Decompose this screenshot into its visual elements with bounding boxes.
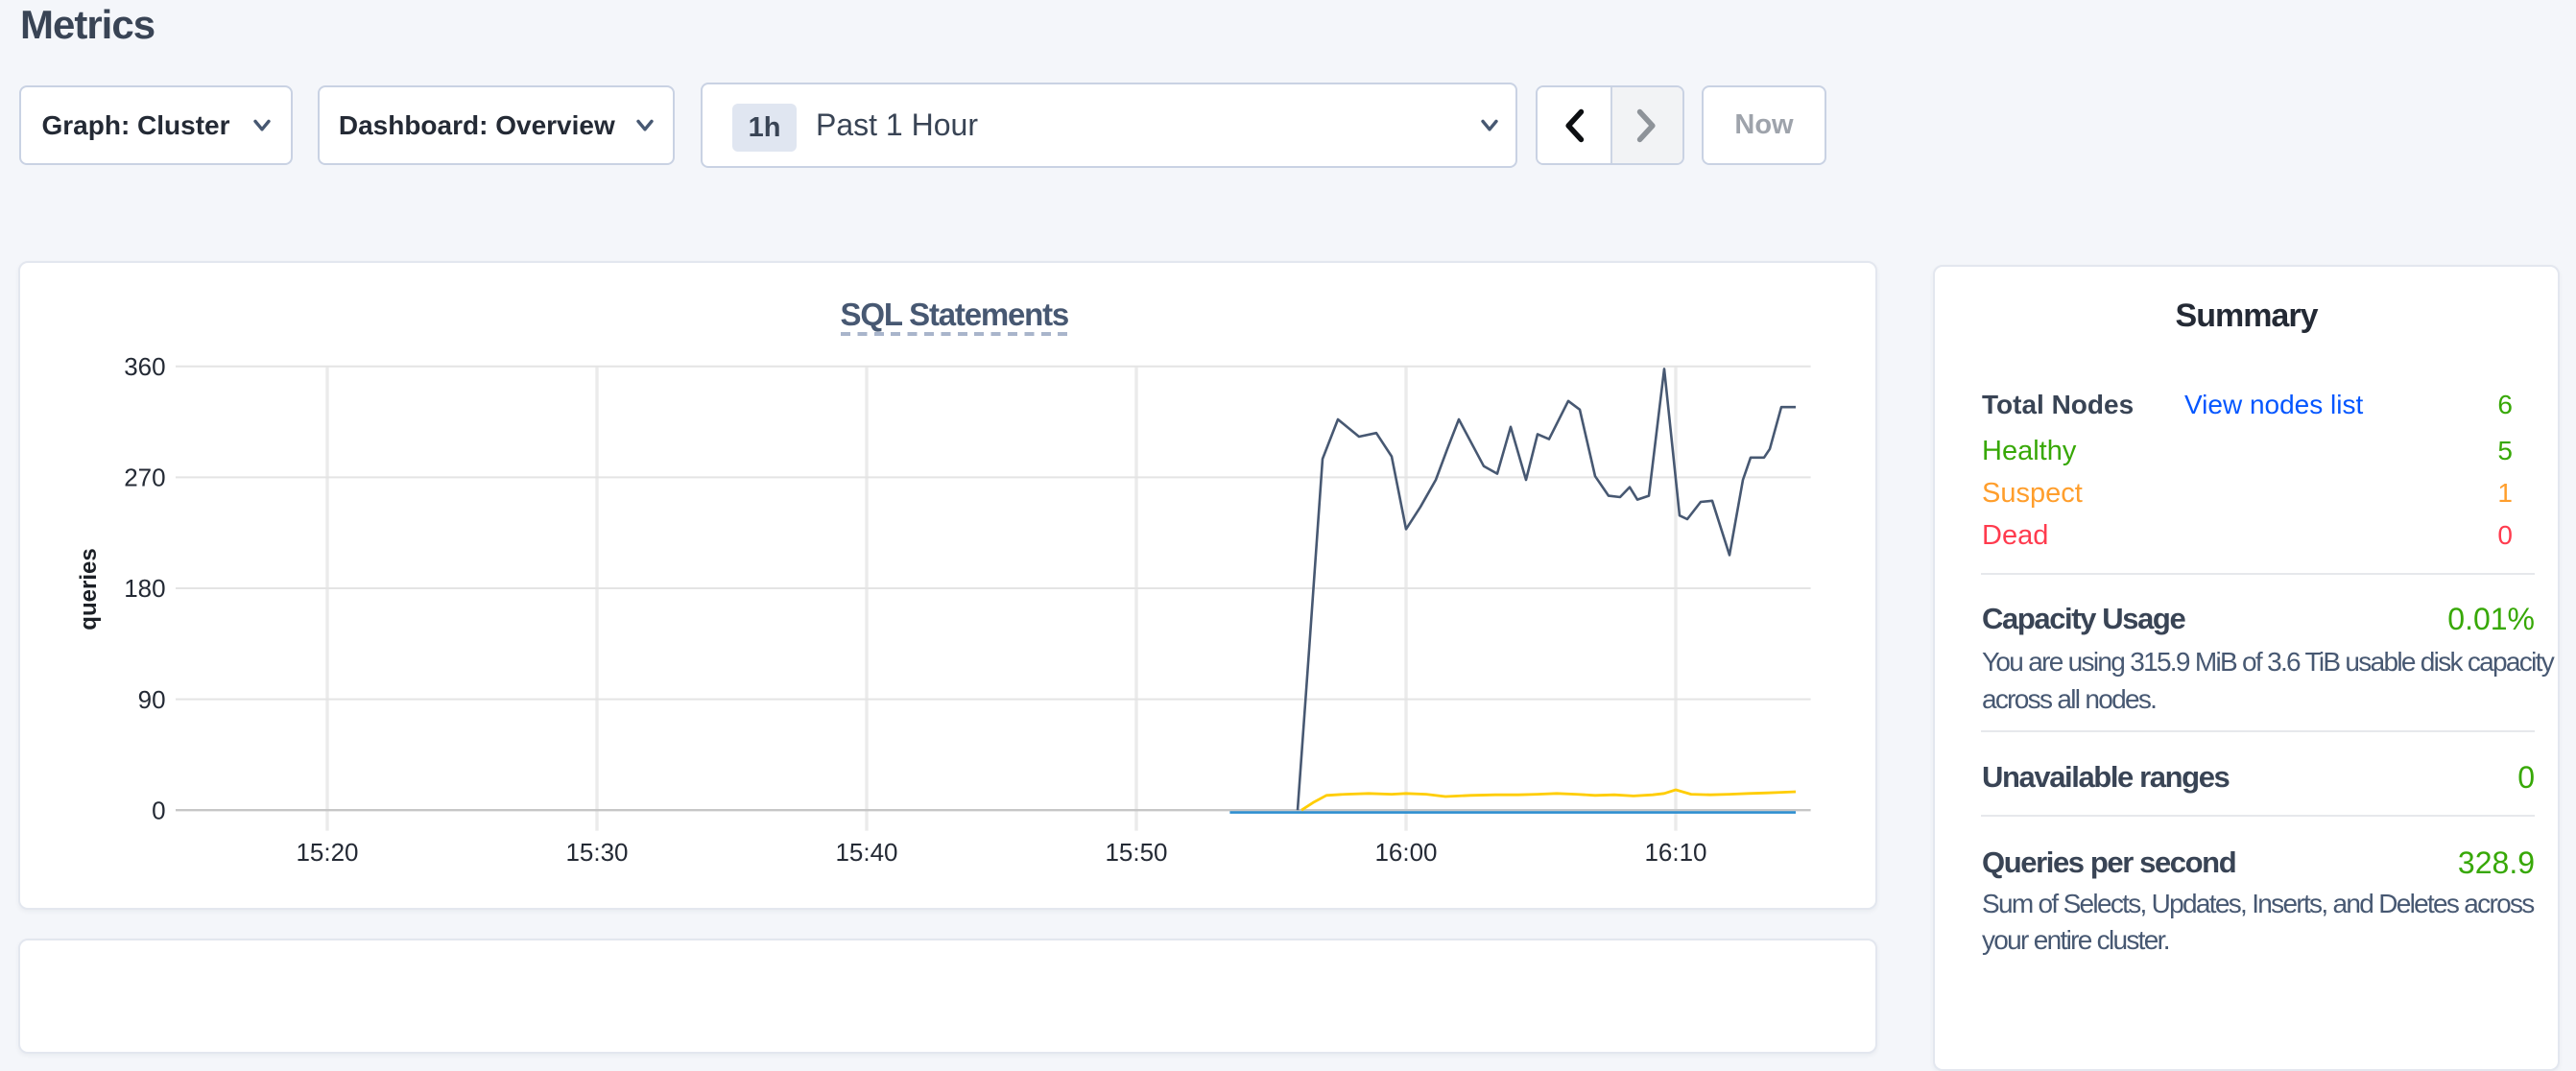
svg-text:270: 270 [124, 464, 165, 492]
svg-text:90: 90 [138, 685, 166, 714]
svg-text:15:20: 15:20 [296, 838, 358, 867]
svg-text:360: 360 [124, 352, 165, 381]
svg-text:180: 180 [124, 575, 165, 604]
svg-text:15:50: 15:50 [1105, 838, 1167, 867]
svg-text:15:30: 15:30 [565, 838, 628, 867]
svg-text:queries: queries [76, 549, 102, 631]
svg-text:16:00: 16:00 [1374, 838, 1437, 867]
svg-text:0: 0 [152, 797, 165, 825]
svg-text:15:40: 15:40 [835, 838, 897, 867]
svg-text:16:10: 16:10 [1644, 838, 1706, 867]
